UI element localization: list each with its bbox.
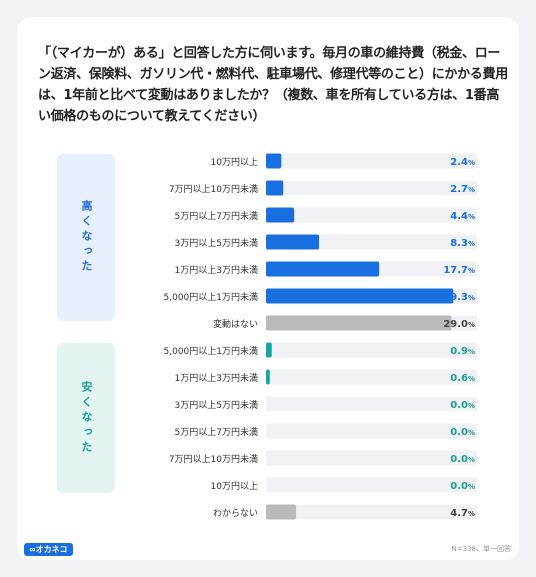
data-label: 0.9 — [450, 346, 468, 357]
bar — [266, 261, 380, 277]
group-decreased: 安くなった — [57, 343, 115, 493]
data-label: 4.4 — [450, 211, 468, 222]
category-label: 3万円以上5万円未満 — [175, 399, 258, 411]
category-label: 3万円以上5万円未満 — [175, 237, 258, 249]
data-label: 2.7 — [450, 184, 468, 195]
bar-track — [266, 153, 477, 169]
chart-title: 「（マイカーが）ある」と回答した方に伺います。毎月の車の維持費（税金、ローン返済… — [38, 46, 508, 124]
bar-chart: 10万円以上 2.4 % 7万円以上10万円未満 2.7 % 5万円以上7万円未満 4.4 % 3… — [164, 153, 477, 520]
category-label: 5万円以上7万円未満 — [175, 426, 258, 438]
bar-track — [266, 207, 477, 223]
unit-label: % — [468, 267, 475, 275]
group-decreased-label: 安くなった — [80, 380, 93, 456]
group-increased-label: 高くなった — [80, 200, 93, 275]
bar-track — [266, 342, 477, 358]
unit-label: % — [468, 348, 475, 356]
bar-track — [266, 504, 477, 520]
okaneko-logo: ∞オカネコ — [24, 543, 73, 556]
data-label: 4.7 — [450, 508, 468, 519]
bar — [266, 234, 320, 250]
unit-label: % — [468, 240, 475, 248]
data-label: 0.0 — [450, 481, 468, 492]
unit-label: % — [468, 402, 475, 410]
data-label: 0.0 — [450, 454, 468, 465]
bar-track — [266, 423, 477, 439]
sample-note: N=338、単一回答 — [451, 545, 511, 553]
bar — [266, 369, 270, 385]
bar-track — [266, 369, 477, 385]
bar-track — [266, 450, 477, 466]
unit-label: % — [468, 294, 475, 302]
chart-card: 「（マイカーが）ある」と回答した方に伺います。毎月の車の維持費（税金、ローン返済… — [17, 17, 519, 560]
bar-track — [266, 396, 477, 412]
bar — [266, 315, 452, 331]
bar — [266, 207, 295, 223]
data-label: 8.3 — [450, 238, 468, 249]
category-label: 7万円以上10万円未満 — [169, 183, 258, 195]
category-label: 5万円以上7万円未満 — [175, 210, 258, 222]
category-label: わからない — [213, 508, 258, 519]
bar — [266, 342, 272, 358]
bar — [266, 288, 454, 304]
category-label: 1万円以上3万円未満 — [175, 372, 258, 384]
category-label: 変動はない — [213, 318, 258, 330]
data-label: 0.0 — [450, 427, 468, 438]
bar — [266, 180, 284, 196]
bar-track — [266, 477, 477, 493]
category-label: 10万円以上 — [211, 157, 258, 168]
data-label: 17.7 — [443, 265, 468, 276]
bar — [266, 153, 282, 169]
unit-label: % — [468, 321, 475, 329]
unit-label: % — [468, 429, 475, 437]
data-label: 29.0 — [443, 319, 468, 330]
unit-label: % — [468, 510, 475, 518]
data-label: 2.4 — [450, 157, 468, 168]
data-label: 0.0 — [450, 400, 468, 411]
category-label: 1万円以上3万円未満 — [175, 264, 258, 276]
unit-label: % — [468, 186, 475, 194]
bar — [266, 504, 297, 520]
unit-label: % — [468, 213, 475, 221]
data-label: 0.6 — [450, 373, 468, 384]
category-label: 5,000円以上1万円未満 — [164, 345, 259, 357]
category-label: 10万円以上 — [211, 481, 258, 492]
unit-label: % — [468, 159, 475, 167]
category-label: 7万円以上10万円未満 — [169, 453, 258, 465]
category-label: 5,000円以上1万円未満 — [164, 291, 259, 303]
unit-label: % — [468, 456, 475, 464]
unit-label: % — [468, 483, 475, 491]
group-increased: 高くなった — [57, 154, 115, 321]
bar-track — [266, 180, 477, 196]
data-label: 29.3 — [443, 292, 468, 303]
unit-label: % — [468, 375, 475, 383]
